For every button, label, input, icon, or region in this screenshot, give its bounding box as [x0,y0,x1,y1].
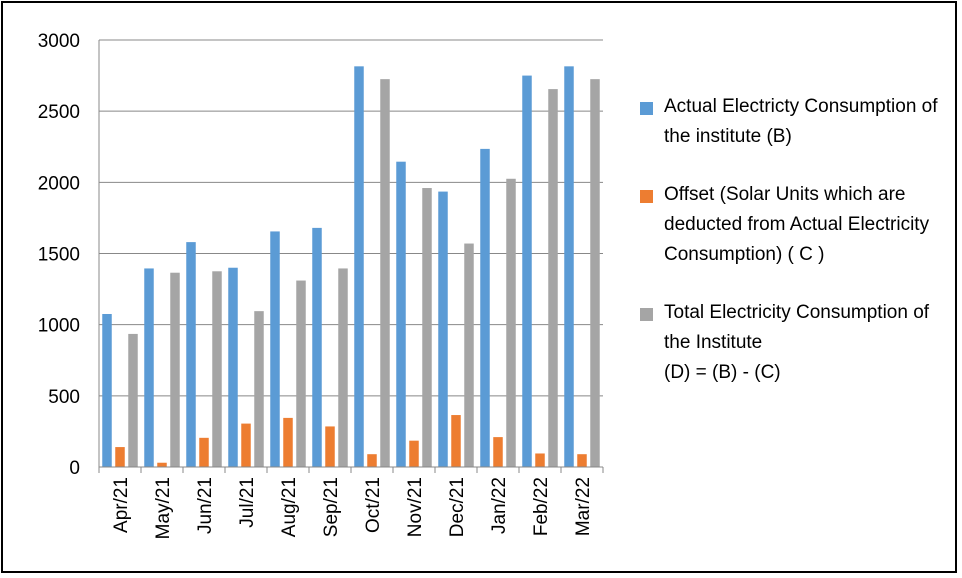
bar-total [254,311,264,467]
x-tick-label: Sep/21 [321,477,342,537]
y-tick-label: 2000 [38,173,80,194]
x-tick-label: Mar/22 [573,477,594,536]
bar-total [506,178,516,467]
bar-total [380,79,390,468]
bar-actual [354,66,364,467]
bar-actual [312,227,322,467]
y-tick-label: 2500 [38,102,80,123]
bar-total [338,268,348,467]
bar-offset [241,423,251,467]
bar-actual [522,75,532,467]
bar-total [212,271,222,467]
bar-offset [283,417,293,467]
bar-actual [480,148,490,467]
legend-item: Offset (Solar Units which are deducted f… [640,180,950,270]
bar-offset [577,454,587,467]
bar-actual [102,313,112,467]
legend-item: Total Electricity Consumption of the Ins… [640,298,950,388]
bar-actual [270,231,280,467]
bar-actual [438,191,448,467]
bar-total [464,243,474,467]
bar-total [296,280,306,467]
legend-label: Offset (Solar Units which are deducted f… [664,184,930,265]
y-tick-label: 0 [69,458,80,479]
x-tick-label: Aug/21 [279,477,300,537]
bar-offset [409,440,419,467]
bar-offset [535,453,545,467]
bar-offset [115,447,125,467]
y-tick-label: 3000 [38,31,80,52]
bar-total [590,79,600,468]
bar-offset [325,426,335,467]
bar-total [128,333,138,467]
legend-swatch [640,190,653,203]
y-tick-label: 500 [48,387,80,408]
legend-label: Total Electricity Consumption of the Ins… [664,302,930,383]
bar-offset [367,454,377,467]
legend-label: Actual Electricty Consumption of the ins… [664,96,938,147]
bar-offset [157,462,167,467]
y-tick-label: 1000 [38,316,80,337]
bar-actual [186,242,196,467]
bar-total [422,188,432,467]
bar-actual [564,66,574,467]
x-tick-label: Dec/21 [447,477,468,537]
bar-offset [451,415,461,467]
x-tick-label: Apr/21 [111,477,132,533]
x-tick-label: Jan/22 [489,477,510,534]
legend-item: Actual Electricty Consumption of the ins… [640,92,950,152]
bar-total [548,89,558,467]
legend-swatch [640,102,653,115]
bar-offset [493,437,503,467]
chart-legend: Actual Electricty Consumption of the ins… [640,92,950,416]
bar-actual [144,268,154,467]
x-tick-label: Nov/21 [405,477,426,537]
x-tick-label: Jul/21 [237,477,258,528]
x-tick-label: May/21 [153,477,174,539]
bar-actual [228,267,238,467]
x-tick-label: Jun/21 [195,477,216,534]
bar-offset [199,437,209,467]
bar-actual [396,161,406,467]
bar-total [170,272,180,467]
x-tick-label: Oct/21 [363,477,384,533]
y-tick-label: 1500 [38,245,80,266]
x-tick-label: Feb/22 [531,477,552,536]
legend-swatch [640,308,653,321]
